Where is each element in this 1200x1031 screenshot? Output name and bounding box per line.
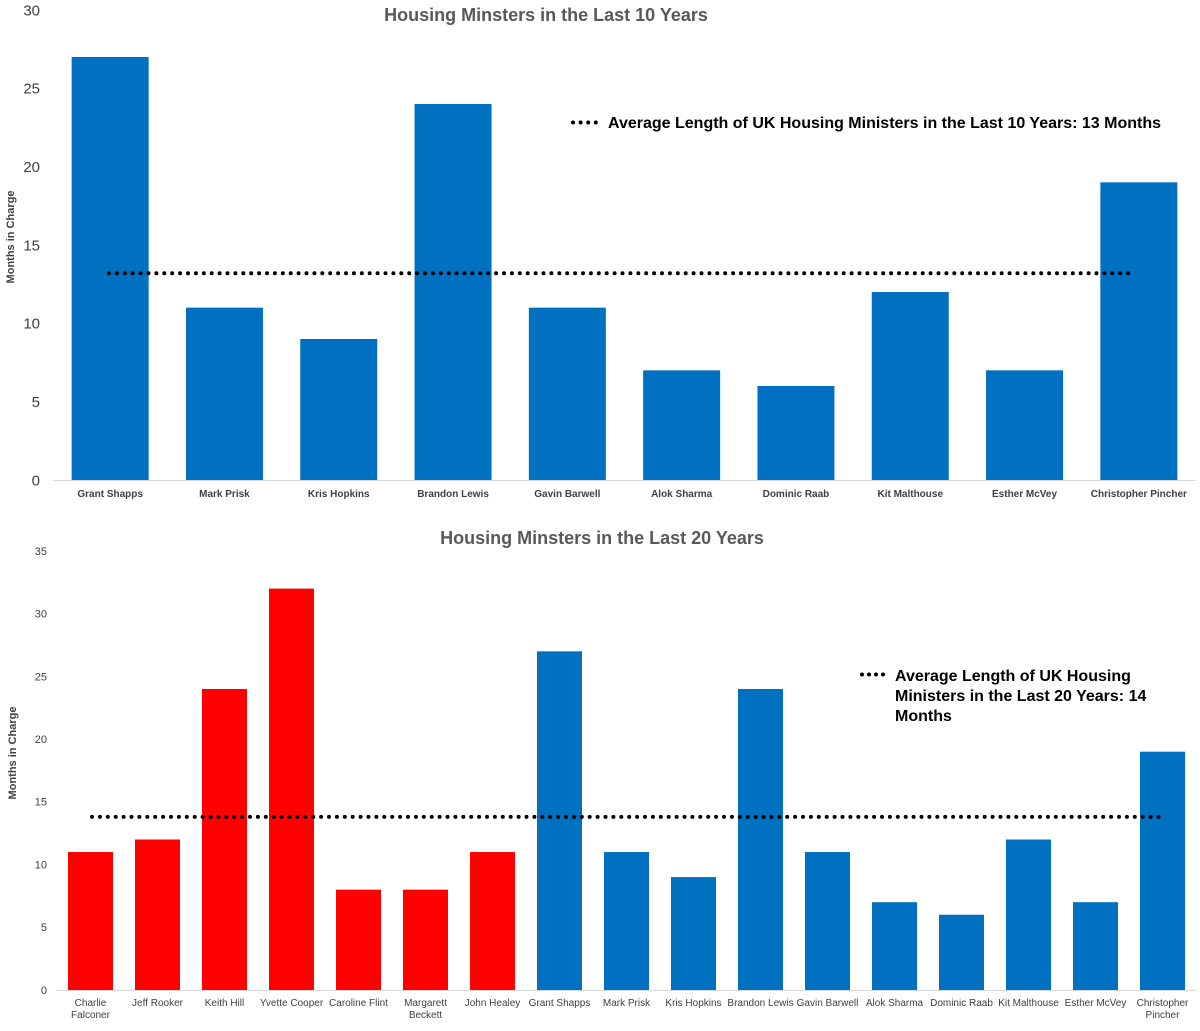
bar [939, 914, 984, 990]
bar [71, 57, 149, 480]
chart-20-years: Housing Minsters in the Last 20 Years Mo… [7, 528, 1196, 1021]
chart-10-years: Housing Minsters in the Last 10 Years Mo… [5, 2, 1196, 500]
y-tick-label: 0 [41, 985, 47, 997]
chart-title: Housing Minsters in the Last 20 Years [440, 528, 764, 548]
bar [1100, 182, 1178, 481]
x-tick-label: Caroline Flint [329, 998, 388, 1009]
bar [1140, 751, 1185, 990]
x-tick-label: Gavin Barwell [534, 489, 600, 500]
legend: Average Length of UK Housing Ministers i… [860, 668, 1151, 725]
legend-line-3: Months [895, 708, 952, 725]
legend-line-2: Ministers in the Last 20 Years: 14 [895, 688, 1146, 705]
x-tick-label: Christopher Pincher [1091, 489, 1187, 500]
x-tick-label: Margarett Beckett [404, 998, 447, 1021]
y-tick-label: 25 [35, 671, 47, 683]
bar [805, 852, 850, 990]
x-tick-label: Grant Shapps [77, 489, 143, 500]
x-axis-labels: Grant Shapps Mark Prisk Kris Hopkins Brando… [77, 489, 1187, 500]
y-tick-label: 25 [23, 81, 40, 98]
x-tick-label: Gavin Barwell [797, 998, 859, 1009]
x-tick-label: Kris Hopkins [665, 998, 721, 1009]
legend: Average Length of UK Housing Ministers i… [571, 115, 1161, 132]
x-tick-label: Brandon Lewis [417, 489, 489, 500]
bar [68, 852, 113, 990]
legend-label: Average Length of UK Housing Ministers i… [895, 668, 1151, 725]
bar [414, 104, 492, 480]
y-axis-ticks: 0 5 10 15 20 25 30 35 [35, 546, 47, 997]
bar [1073, 902, 1118, 990]
y-tick-label: 10 [23, 316, 40, 333]
x-tick-label: Alok Sharma [651, 489, 713, 500]
x-tick-label: Brandon Lewis [727, 998, 793, 1009]
x-tick-label: Kit Malthouse [877, 489, 943, 500]
bar [604, 852, 649, 990]
legend-line-1: Average Length of UK Housing [895, 668, 1131, 685]
y-tick-label: 15 [35, 797, 47, 809]
bar [336, 889, 381, 990]
bar [185, 307, 263, 480]
bar [528, 307, 606, 480]
x-tick-label: Yvette Cooper [260, 998, 324, 1009]
y-tick-label: 30 [35, 609, 47, 621]
x-tick-label: Charlie Falconer [71, 998, 111, 1021]
x-axis-labels: Charlie Falconer Jeff Rooker Keith Hill Yvet… [71, 998, 1189, 1021]
y-tick-label: 20 [35, 734, 47, 746]
bar [300, 339, 378, 480]
bars [71, 57, 1178, 481]
x-tick-label: Grant Shapps [529, 998, 591, 1009]
legend-label: Average Length of UK Housing Ministers i… [608, 115, 1161, 132]
y-tick-label: 15 [23, 237, 40, 254]
y-tick-label: 20 [23, 159, 40, 176]
bar [643, 370, 721, 480]
x-tick-label: Alok Sharma [866, 998, 924, 1009]
y-tick-label: 5 [41, 922, 47, 934]
x-tick-label: Esther McVey [992, 489, 1057, 500]
x-tick-label: Kit Malthouse [998, 998, 1059, 1009]
y-tick-label: 5 [32, 394, 40, 411]
y-tick-label: 30 [23, 2, 40, 19]
bar [470, 852, 515, 990]
bar [872, 902, 917, 990]
y-axis-ticks: 0 5 10 15 20 25 30 [23, 2, 40, 489]
x-tick-label: Esther McVey [1065, 998, 1127, 1009]
bar [202, 688, 247, 990]
y-tick-label: 0 [32, 472, 40, 489]
bar [1006, 839, 1051, 990]
bar [738, 688, 783, 990]
bar [986, 370, 1064, 480]
x-tick-label: Keith Hill [205, 998, 244, 1009]
x-tick-label: Christopher Pincher [1137, 998, 1189, 1021]
bar [269, 588, 314, 990]
x-tick-label: Mark Prisk [603, 998, 651, 1009]
x-tick-label: Kris Hopkins [308, 489, 370, 500]
y-axis-label: Months in Charge [7, 707, 19, 800]
bar [403, 889, 448, 990]
x-tick-label: Dominic Raab [763, 489, 830, 500]
bar [757, 386, 835, 480]
bars [68, 588, 1185, 990]
bar [871, 292, 949, 480]
bar [135, 839, 180, 990]
chart-title: Housing Minsters in the Last 10 Years [384, 5, 708, 25]
x-tick-label: Dominic Raab [930, 998, 993, 1009]
y-axis-label: Months in Charge [5, 191, 17, 284]
y-tick-label: 35 [35, 546, 47, 558]
bar [537, 651, 582, 990]
x-tick-label: John Healey [465, 998, 521, 1009]
y-tick-label: 10 [35, 859, 47, 871]
x-tick-label: Mark Prisk [199, 489, 250, 500]
bar [671, 877, 716, 990]
x-tick-label: Jeff Rooker [132, 998, 184, 1009]
